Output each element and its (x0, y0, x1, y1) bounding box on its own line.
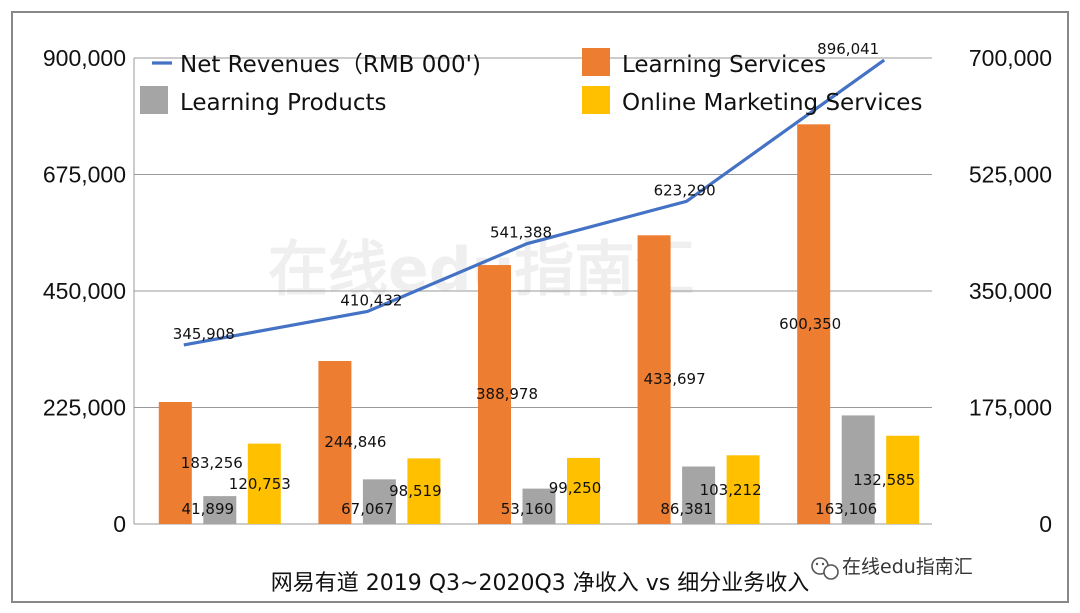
bar-learning-products (682, 466, 716, 524)
learning-services-label: 433,697 (644, 370, 706, 388)
data-labels: 345,908 410,432 541,388 623,290 896,041 183,2… (173, 40, 915, 518)
right-tick-label: 175,000 (969, 395, 1052, 421)
left-tick-label: 225,000 (43, 395, 126, 421)
legend-label: Online Marketing Services (622, 90, 922, 116)
brand-badge: 在线edu指南汇 (811, 556, 973, 580)
right-tick-label: 700,000 (969, 45, 1052, 71)
online-marketing-label: 98,519 (389, 482, 442, 500)
left-tick-label: 900,000 (43, 45, 126, 71)
bar-online-marketing-services (726, 455, 760, 524)
learning-services-label: 183,256 (181, 454, 243, 472)
learning-products-label: 53,160 (501, 500, 554, 518)
learning-products-label: 67,067 (341, 500, 394, 518)
bar-learning-products (362, 479, 396, 524)
line-data-label: 896,041 (817, 40, 879, 58)
net-revenue-line-path (183, 58, 886, 347)
left-tick-label: 675,000 (43, 162, 126, 188)
bar-online-marketing-services (886, 435, 920, 524)
wechat-icon (811, 557, 839, 580)
learning-products-label: 86,381 (660, 500, 713, 518)
left-axis: 0 225,000 450,000 675,000 900,000 (43, 45, 126, 537)
online-marketing-label: 120,753 (229, 475, 291, 493)
legend: Net Revenues（RMB 000') Learning Services L… (140, 48, 922, 116)
chart-title: 网易有道 2019 Q3~2020Q3 净收入 vs 细分业务收入 (271, 571, 810, 596)
line-data-label: 345,908 (173, 325, 235, 343)
online-marketing-label: 132,585 (853, 471, 915, 489)
legend-swatch (582, 48, 610, 76)
online-marketing-label: 99,250 (549, 479, 602, 497)
line-data-label: 410,432 (340, 291, 402, 309)
legend-swatch (582, 86, 610, 114)
bar-online-marketing-services (247, 443, 281, 524)
learning-services-label: 600,350 (779, 315, 841, 333)
legend-label: Net Revenues（RMB 000') (180, 52, 481, 78)
bar-learning-services (158, 402, 192, 524)
right-tick-label: 525,000 (969, 162, 1052, 188)
learning-services-label: 244,846 (324, 433, 386, 451)
legend-swatch (140, 86, 168, 114)
left-tick-label: 0 (113, 511, 126, 537)
learning-services-label: 388,978 (476, 385, 538, 403)
bar-learning-services (797, 124, 831, 524)
legend-label: Learning Products (180, 90, 386, 116)
left-tick-label: 450,000 (43, 278, 126, 304)
bar-learning-services (478, 265, 511, 524)
chart-border (11, 11, 1069, 603)
bar-learning-products (522, 488, 556, 524)
right-tick-label: 350,000 (969, 278, 1052, 304)
bar-learning-services (637, 235, 671, 524)
bar-learning-services (318, 361, 352, 524)
bar-learning-products (203, 496, 237, 524)
line-data-label: 541,388 (490, 224, 552, 242)
brand-text: 在线edu指南汇 (842, 556, 973, 578)
bar-online-marketing-services (567, 457, 600, 524)
learning-products-label: 41,899 (182, 500, 235, 518)
net-revenue-line (183, 58, 886, 347)
bar-series (158, 124, 920, 524)
right-tick-label: 0 (1039, 511, 1052, 537)
legend-label: Learning Services (622, 52, 826, 78)
learning-products-label: 163,106 (815, 500, 877, 518)
online-marketing-label: 103,212 (700, 481, 762, 499)
bar-learning-products (841, 415, 875, 524)
right-axis: 0 175,000 350,000 525,000 700,000 (969, 45, 1052, 537)
line-data-label: 623,290 (654, 181, 716, 199)
bar-online-marketing-services (407, 458, 441, 524)
